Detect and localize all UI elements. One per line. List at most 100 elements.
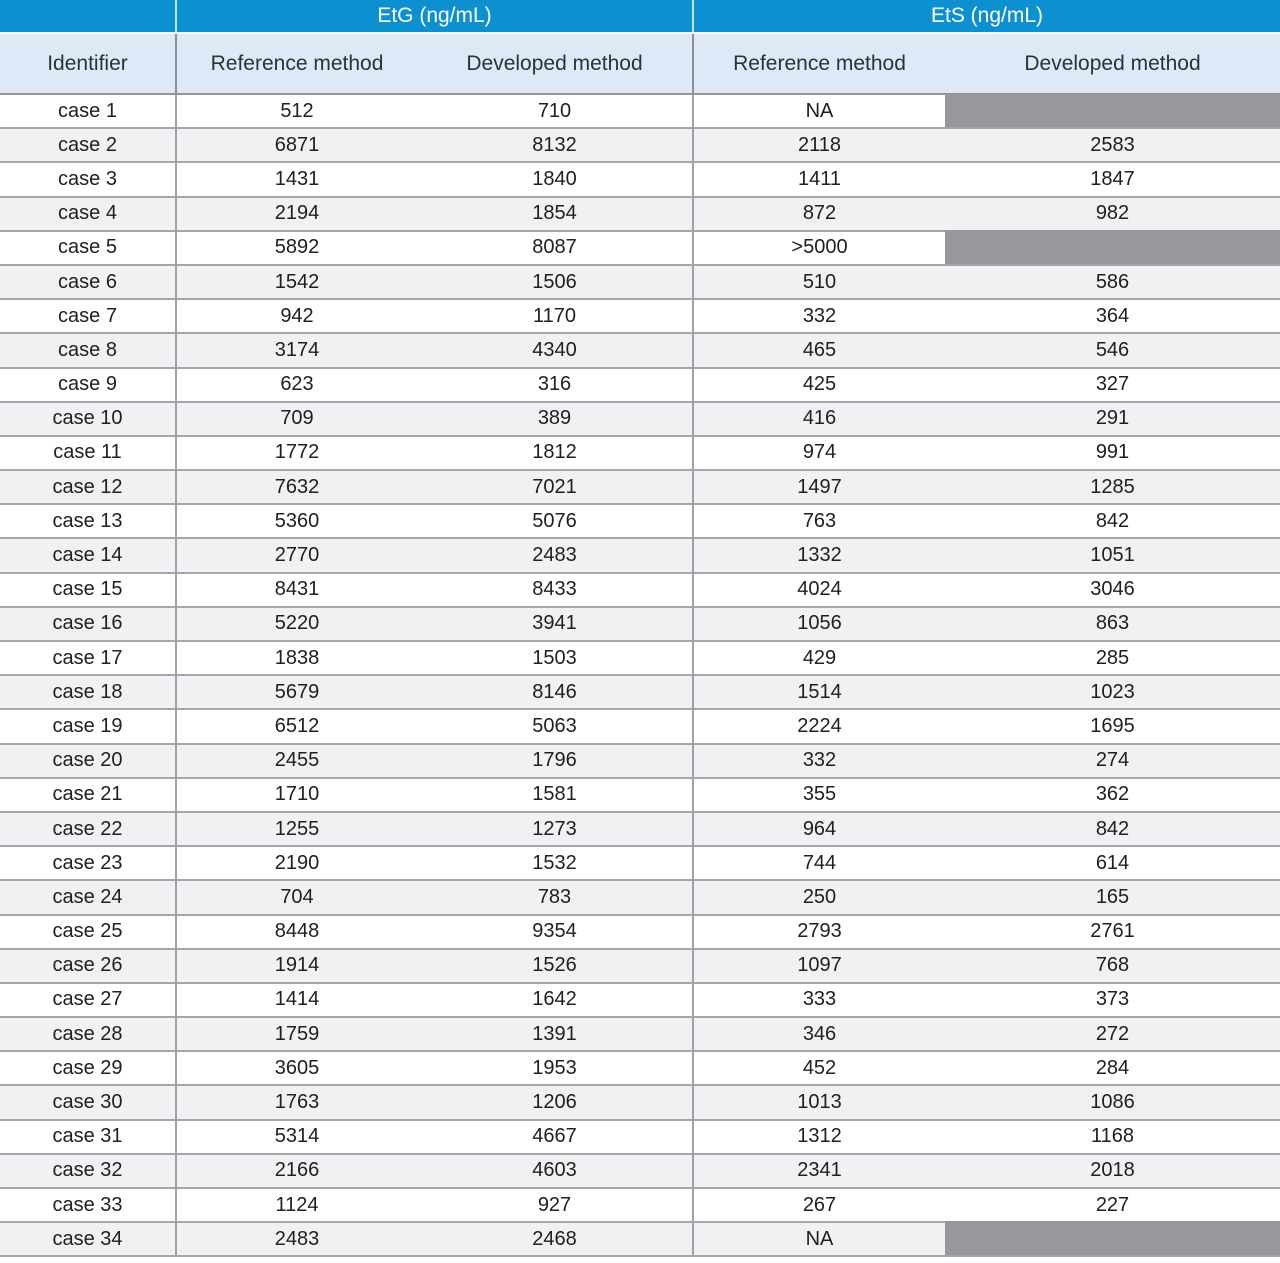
row-identifier: case 2 bbox=[0, 127, 176, 163]
etg-developed-value: 7021 bbox=[417, 469, 693, 505]
ets-reference-value: 2341 bbox=[692, 1152, 945, 1188]
etg-reference-value: 5314 bbox=[175, 1118, 417, 1154]
ets-reference-value: 1411 bbox=[692, 161, 945, 197]
etg-reference-value: 1431 bbox=[175, 161, 417, 197]
row-identifier: case 11 bbox=[0, 434, 176, 471]
ets-reference-value: 744 bbox=[692, 845, 945, 881]
etg-developed-value: 710 bbox=[417, 92, 693, 129]
table-row: case 20 2455 1796 332 274 bbox=[0, 742, 1280, 778]
ets-developed-value: 546 bbox=[945, 332, 1280, 368]
row-identifier: case 8 bbox=[0, 332, 176, 368]
table-row: case 34 2483 2468 NA bbox=[0, 1221, 1280, 1258]
ets-developed-value: 842 bbox=[945, 810, 1280, 847]
ets-reference-value: 332 bbox=[692, 298, 945, 334]
etg-reference-value: 623 bbox=[175, 366, 417, 402]
etg-developed-value: 5076 bbox=[417, 503, 693, 539]
etg-developed-value: 5063 bbox=[417, 708, 693, 744]
table-row: case 27 1414 1642 333 373 bbox=[0, 981, 1280, 1018]
ets-developed-value: 863 bbox=[945, 605, 1280, 641]
group-header-row: EtG (ng/mL) EtS (ng/mL) bbox=[0, 0, 1280, 34]
etg-developed-value: 4667 bbox=[417, 1118, 693, 1154]
row-identifier: case 33 bbox=[0, 1186, 176, 1223]
etg-reference-value: 2190 bbox=[175, 845, 417, 881]
table-row: case 19 6512 5063 2224 1695 bbox=[0, 708, 1280, 744]
etg-reference-value: 8448 bbox=[175, 913, 417, 949]
etg-reference-value: 1710 bbox=[175, 776, 417, 812]
column-header-etg-developed: Developed method bbox=[417, 33, 693, 95]
ets-developed-value: 1168 bbox=[945, 1118, 1280, 1154]
table-row: case 23 2190 1532 744 614 bbox=[0, 845, 1280, 881]
etg-developed-value: 4340 bbox=[417, 332, 693, 368]
etg-developed-value: 1812 bbox=[417, 434, 693, 471]
etg-developed-value: 1273 bbox=[417, 810, 693, 847]
etg-developed-value: 3941 bbox=[417, 605, 693, 641]
ets-reference-value: 510 bbox=[692, 263, 945, 300]
etg-developed-value: 1953 bbox=[417, 1050, 693, 1086]
ets-developed-value: 1051 bbox=[945, 537, 1280, 573]
row-identifier: case 32 bbox=[0, 1152, 176, 1188]
ets-reference-value: 1497 bbox=[692, 469, 945, 505]
ets-developed-value: 1086 bbox=[945, 1084, 1280, 1120]
column-header-etg-reference: Reference method bbox=[175, 33, 417, 95]
etg-reference-value: 5360 bbox=[175, 503, 417, 539]
ets-developed-value: 165 bbox=[945, 879, 1280, 915]
table-row: case 32 2166 4603 2341 2018 bbox=[0, 1152, 1280, 1188]
etg-reference-value: 1914 bbox=[175, 947, 417, 983]
etg-reference-value: 1542 bbox=[175, 263, 417, 300]
ets-developed-value: 842 bbox=[945, 503, 1280, 539]
row-identifier: case 30 bbox=[0, 1084, 176, 1120]
ets-developed-value: 327 bbox=[945, 366, 1280, 402]
etg-developed-value: 8433 bbox=[417, 571, 693, 607]
row-identifier: case 6 bbox=[0, 263, 176, 300]
row-identifier: case 27 bbox=[0, 981, 176, 1018]
column-header-ets-developed: Developed method bbox=[945, 33, 1280, 95]
row-identifier: case 22 bbox=[0, 810, 176, 847]
ets-reference-value: 1514 bbox=[692, 674, 945, 710]
etg-reference-value: 2483 bbox=[175, 1221, 417, 1258]
etg-reference-value: 512 bbox=[175, 92, 417, 129]
row-identifier: case 23 bbox=[0, 845, 176, 881]
ets-reference-value: NA bbox=[692, 92, 945, 129]
ets-developed-value: 373 bbox=[945, 981, 1280, 1018]
ets-reference-value: 425 bbox=[692, 366, 945, 402]
table-row: case 3 1431 1840 1411 1847 bbox=[0, 161, 1280, 197]
table-row: case 29 3605 1953 452 284 bbox=[0, 1050, 1280, 1086]
row-identifier: case 34 bbox=[0, 1221, 176, 1258]
row-identifier: case 10 bbox=[0, 400, 176, 436]
row-identifier: case 29 bbox=[0, 1050, 176, 1086]
ets-reference-value: 1056 bbox=[692, 605, 945, 641]
row-identifier: case 18 bbox=[0, 674, 176, 710]
table-row: case 1 512 710 NA bbox=[0, 92, 1280, 129]
etg-reference-value: 1838 bbox=[175, 639, 417, 676]
etg-developed-value: 1642 bbox=[417, 981, 693, 1018]
ets-developed-value: 1023 bbox=[945, 674, 1280, 710]
ets-reference-value: 332 bbox=[692, 742, 945, 778]
ets-developed-value bbox=[945, 92, 1280, 129]
ets-developed-value: 982 bbox=[945, 195, 1280, 231]
etg-developed-value: 8146 bbox=[417, 674, 693, 710]
ets-developed-value: 362 bbox=[945, 776, 1280, 812]
table-row: case 22 1255 1273 964 842 bbox=[0, 810, 1280, 847]
etg-developed-value: 1854 bbox=[417, 195, 693, 231]
ets-developed-value: 768 bbox=[945, 947, 1280, 983]
etg-reference-value: 1414 bbox=[175, 981, 417, 1018]
row-identifier: case 21 bbox=[0, 776, 176, 812]
row-identifier: case 16 bbox=[0, 605, 176, 641]
etg-reference-value: 3174 bbox=[175, 332, 417, 368]
etg-developed-value: 9354 bbox=[417, 913, 693, 949]
group-header-ets: EtS (ng/mL) bbox=[691, 0, 1280, 34]
etg-developed-value: 1206 bbox=[417, 1084, 693, 1120]
ets-reference-value: 1332 bbox=[692, 537, 945, 573]
table-row: case 17 1838 1503 429 285 bbox=[0, 639, 1280, 676]
table-row: case 15 8431 8433 4024 3046 bbox=[0, 571, 1280, 607]
etg-developed-value: 1170 bbox=[417, 298, 693, 334]
row-identifier: case 28 bbox=[0, 1016, 176, 1052]
row-identifier: case 9 bbox=[0, 366, 176, 402]
ets-developed-value: 1285 bbox=[945, 469, 1280, 505]
etg-reference-value: 8431 bbox=[175, 571, 417, 607]
ets-reference-value: 355 bbox=[692, 776, 945, 812]
ets-reference-value: 1312 bbox=[692, 1118, 945, 1154]
row-identifier: case 4 bbox=[0, 195, 176, 231]
table-row: case 18 5679 8146 1514 1023 bbox=[0, 674, 1280, 710]
